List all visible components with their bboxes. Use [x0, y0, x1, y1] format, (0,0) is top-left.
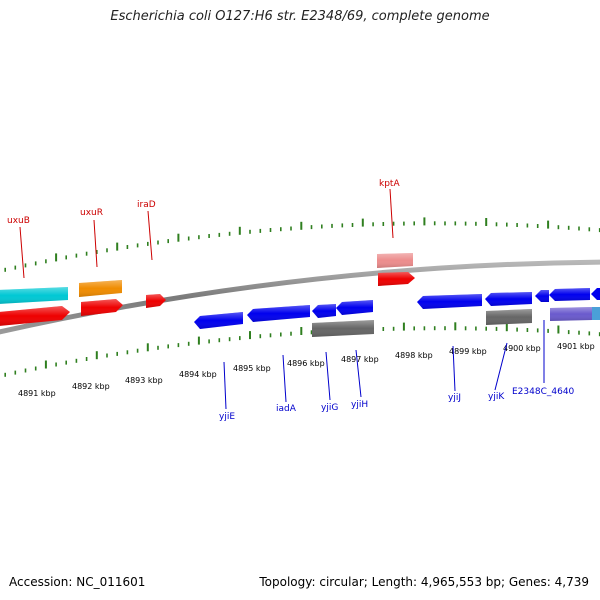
forward-strand-features [0, 253, 415, 326]
accession-text: Accession: NC_011601 [9, 575, 146, 589]
reverse-gene-labels: yjiE iadA yjiG yjiH yjiJ yjiK E2348C_464… [219, 320, 575, 422]
gene-label-yjiJ: yjiJ [448, 393, 461, 403]
scale-labels: 4891 kbp 4892 kbp 4893 kbp 4894 kbp 4895… [18, 342, 595, 398]
gene-label-yjiE: yjiE [219, 412, 235, 422]
genome-backbone [0, 259, 600, 335]
reverse-strand-features [194, 288, 600, 337]
gene-label-uxuB: uxuB [7, 216, 30, 226]
forward-gene-labels: uxuB uxuR iraD kptA [7, 179, 400, 279]
gene-label-kptA: kptA [379, 179, 400, 189]
tick-label: 4896 kbp [287, 359, 325, 368]
outer-tick-track [4, 217, 600, 272]
tick-label: 4895 kbp [233, 364, 271, 373]
tick-label: 4898 kbp [395, 351, 433, 360]
gene-label-yjiK: yjiK [488, 392, 505, 402]
topology-text: Topology: circular; Length: 4,965,553 bp… [259, 575, 589, 589]
tick-label: 4892 kbp [72, 382, 110, 391]
tick-label: 4899 kbp [449, 347, 487, 356]
gene-label-uxuR: uxuR [80, 208, 103, 218]
gene-label-iraD: iraD [137, 200, 156, 210]
gene-label-yjiG: yjiG [321, 403, 338, 413]
tick-label: 4891 kbp [18, 389, 56, 398]
tick-label: 4901 kbp [557, 342, 595, 351]
gene-label-yjiH: yjiH [351, 400, 368, 410]
gene-feature-blue-edge[interactable] [591, 288, 600, 300]
gene-label-E2348C_4640: E2348C_4640 [512, 387, 575, 397]
tick-label: 4897 kbp [341, 355, 379, 364]
gene-feature-steelblue[interactable] [592, 307, 600, 320]
genome-title: Escherichia coli O127:H6 str. E2348/69, … [110, 9, 490, 24]
tick-label: 4894 kbp [179, 370, 217, 379]
gene-label-iadA: iadA [276, 404, 297, 414]
tick-label: 4900 kbp [503, 344, 541, 353]
tick-label: 4893 kbp [125, 376, 163, 385]
